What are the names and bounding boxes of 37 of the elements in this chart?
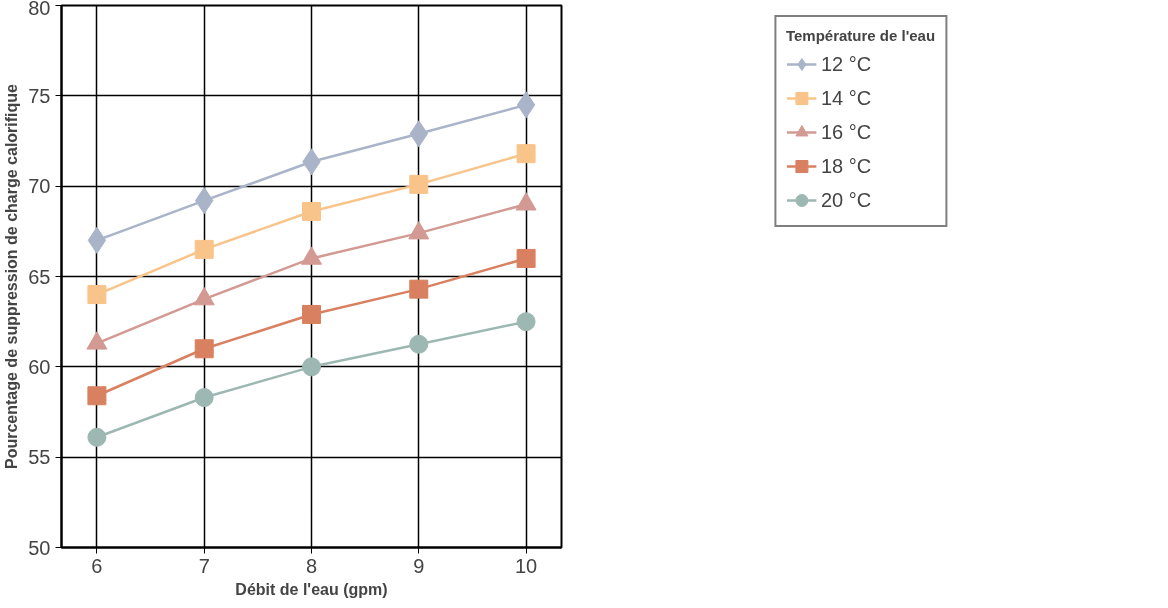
y-tick-label: 80 — [28, 0, 51, 19]
point — [516, 312, 536, 332]
legend-label: 18 °C — [820, 154, 872, 178]
y-tick-label: 65 — [28, 265, 51, 288]
point — [194, 388, 214, 408]
y-tick-label: 70 — [28, 175, 51, 198]
point — [302, 304, 321, 324]
legend-label: 20 °C — [820, 188, 872, 212]
point — [87, 285, 107, 305]
point — [194, 239, 214, 259]
point — [302, 357, 321, 377]
point — [194, 339, 214, 359]
y-axis-title: Pourcentage de suppression de charge calorifique — [3, 83, 21, 469]
point — [409, 334, 429, 354]
y-tick-label: 55 — [28, 446, 51, 469]
point — [87, 226, 107, 254]
x-tick-label: 10 — [514, 554, 538, 577]
point — [409, 174, 429, 194]
legend-title: Température de l'eau — [785, 27, 936, 44]
legend-label: 12 °C — [820, 52, 872, 76]
y-tick-label: 75 — [28, 84, 51, 107]
legend-label: 14 °C — [820, 86, 872, 110]
point — [516, 144, 536, 164]
x-tick-label: 6 — [91, 554, 103, 577]
point — [516, 248, 536, 268]
legend-label: 16 °C — [820, 120, 872, 144]
x-tick-label: 7 — [198, 554, 210, 577]
point — [87, 386, 107, 406]
point — [87, 427, 107, 447]
x-tick-label: 9 — [413, 554, 425, 577]
x-axis-title: Débit de l'eau (gpm) — [235, 580, 388, 598]
point — [302, 201, 321, 221]
y-tick-label: 50 — [28, 536, 51, 559]
point — [516, 91, 536, 119]
x-tick-label: 8 — [305, 554, 318, 577]
y-tick-label: 60 — [28, 355, 51, 378]
point — [409, 279, 429, 299]
